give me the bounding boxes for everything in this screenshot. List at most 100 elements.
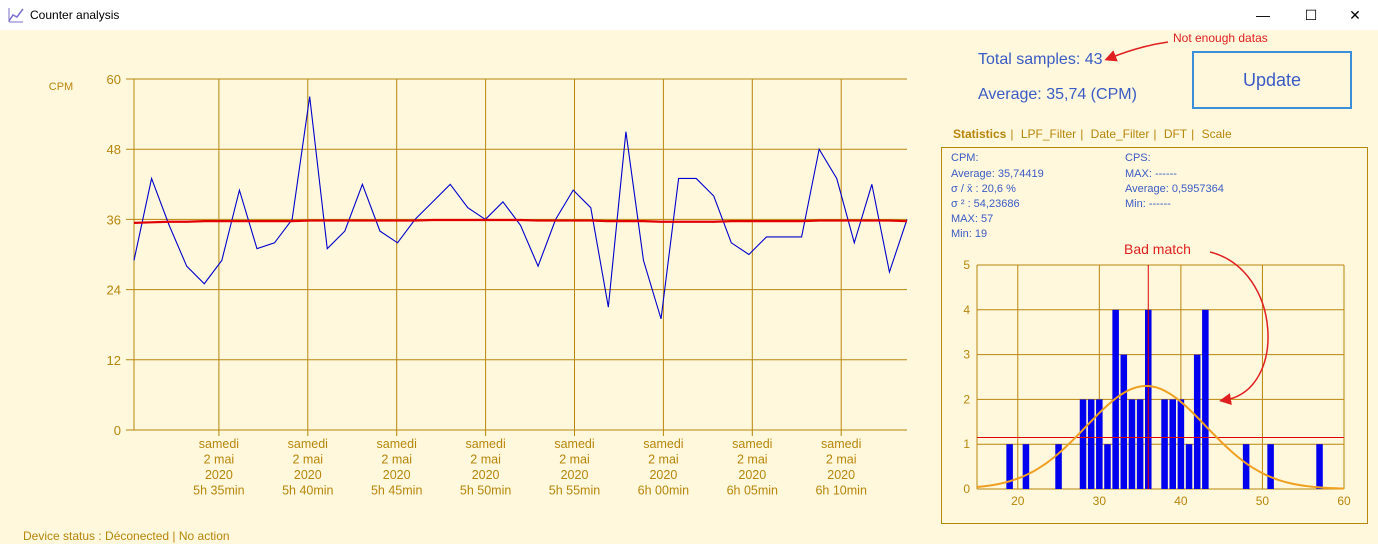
x-tick-label: 6h 10min [815,484,866,498]
x-tick-label: 2 mai [559,453,590,467]
histogram-bar [1316,444,1323,489]
cpm-min: Min: 19 [951,228,988,240]
histogram-bar [1079,399,1087,489]
x-tick-label: samedi [554,437,594,451]
x-tick-label: samedi [643,437,683,451]
x-tick-label: samedi [199,437,239,451]
annotation-arrow [1104,41,1169,62]
bad-match-annotation: Bad match [1124,241,1191,257]
tab-strip: Statistics | LPF_Filter | Date_Filter | DFT… [949,127,1236,141]
update-button[interactable]: Update [1192,51,1352,109]
histogram-chart: 0 1 2 3 4 5 20 30 40 50 60 Bad match [963,241,1351,508]
x-tick-label: 2 mai [204,453,235,467]
y-tick-label: 0 [114,423,121,438]
hist-y-tick-label: 4 [963,303,970,317]
x-tick-label: 6h 00min [638,484,689,498]
tab-statistics[interactable]: Statistics [953,127,1007,141]
hist-y-tick-label: 5 [963,258,970,272]
x-tick-label: 6h 05min [727,484,778,498]
histogram-bar [1055,444,1062,489]
y-axis-label: CPM [49,81,73,93]
title-bar: Counter analysis — ☐ ✕ [0,0,1378,30]
hist-x-tick-label: 60 [1337,494,1351,508]
x-tick-label: 2020 [738,468,766,482]
x-tick-label: 5h 45min [371,484,422,498]
x-tick-label: 2 mai [381,453,412,467]
x-tick-label: 2020 [472,468,500,482]
x-tick-label: 2 mai [470,453,501,467]
average-label: Average: 35,74 (CPM) [978,86,1137,103]
histogram-bar [1087,399,1095,489]
histogram-bar [1104,444,1111,489]
histogram-bar [1169,399,1176,489]
x-tick-label: samedi [732,437,772,451]
cpm-variance: σ ² : 54,23686 [951,198,1020,210]
x-tick-label: 2 mai [737,453,768,467]
histogram-bar [1193,354,1201,489]
y-tick-label: 24 [107,283,121,298]
status-bar: Device status : Déconected | No action [23,529,230,543]
hist-y-tick-label: 2 [963,392,970,406]
histogram-bar [1202,309,1209,489]
x-tick-label: samedi [288,437,328,451]
histogram-bar [1242,444,1250,489]
gaussian-curve [976,385,1345,490]
tab-dft[interactable]: DFT [1163,127,1188,141]
cps-min: Min: ------ [1125,198,1171,210]
hist-x-tick-label: 30 [1093,494,1107,508]
maximize-button[interactable]: ☐ [1304,6,1318,23]
total-samples-label: Total samples: 43 [978,51,1103,68]
x-tick-label: 2020 [649,468,677,482]
chart-icon [8,8,24,23]
statistics-panel [941,147,1368,524]
hist-x-tick-label: 50 [1256,494,1270,508]
histogram-bar [1161,399,1168,489]
hist-y-tick-label: 3 [963,348,970,362]
tab-scale[interactable]: Scale [1201,127,1232,141]
x-tick-label: 5h 35min [193,484,244,498]
histogram-bar [1267,444,1274,489]
average-series-line [133,218,908,225]
close-button[interactable]: ✕ [1349,6,1361,23]
tab-date-filter[interactable]: Date_Filter [1090,127,1150,141]
x-tick-label: samedi [377,437,417,451]
x-tick-label: 5h 50min [460,484,511,498]
bad-match-arrow [1209,251,1269,405]
cpm-title: CPM: [951,152,979,164]
tab-lpf-filter[interactable]: LPF_Filter [1020,127,1077,141]
x-tick-label: 2020 [294,468,322,482]
cpm-series-line [133,96,908,320]
histogram-bar [1022,444,1030,489]
histogram-bar [1185,444,1193,489]
hist-y-tick-label: 1 [963,437,970,451]
hist-x-tick-label: 40 [1174,494,1188,508]
x-tick-label: samedi [821,437,861,451]
minimize-button[interactable]: — [1256,7,1270,23]
x-tick-label: 5h 55min [549,484,600,498]
cps-title: CPS: [1125,152,1151,164]
histogram-bar [1177,399,1185,489]
x-tick-label: 2020 [205,468,233,482]
hist-x-tick-label: 20 [1011,494,1025,508]
cpm-max: MAX: 57 [951,213,994,225]
histogram-bar [1136,399,1144,489]
x-tick-label: 2020 [561,468,589,482]
window-title: Counter analysis [30,8,120,22]
x-tick-label: 5h 40min [282,484,333,498]
y-tick-label: 12 [107,353,121,368]
x-tick-label: samedi [465,437,505,451]
y-tick-label: 48 [107,142,121,157]
histogram-bar [1128,399,1136,489]
x-tick-label: 2 mai [293,453,324,467]
cpm-ratio: σ / x̄ : 20,6 % [951,183,1016,195]
cpm-average: Average: 35,74419 [951,168,1044,180]
hist-y-tick-label: 0 [963,482,970,496]
cps-average: Average: 0,5957364 [1125,183,1224,195]
histogram-bar [1006,444,1013,489]
histogram-bar [1096,399,1103,489]
x-tick-label: 2020 [383,468,411,482]
y-tick-label: 36 [107,212,121,227]
not-enough-annotation: Not enough datas [1173,31,1268,45]
x-tick-label: 2 mai [826,453,857,467]
